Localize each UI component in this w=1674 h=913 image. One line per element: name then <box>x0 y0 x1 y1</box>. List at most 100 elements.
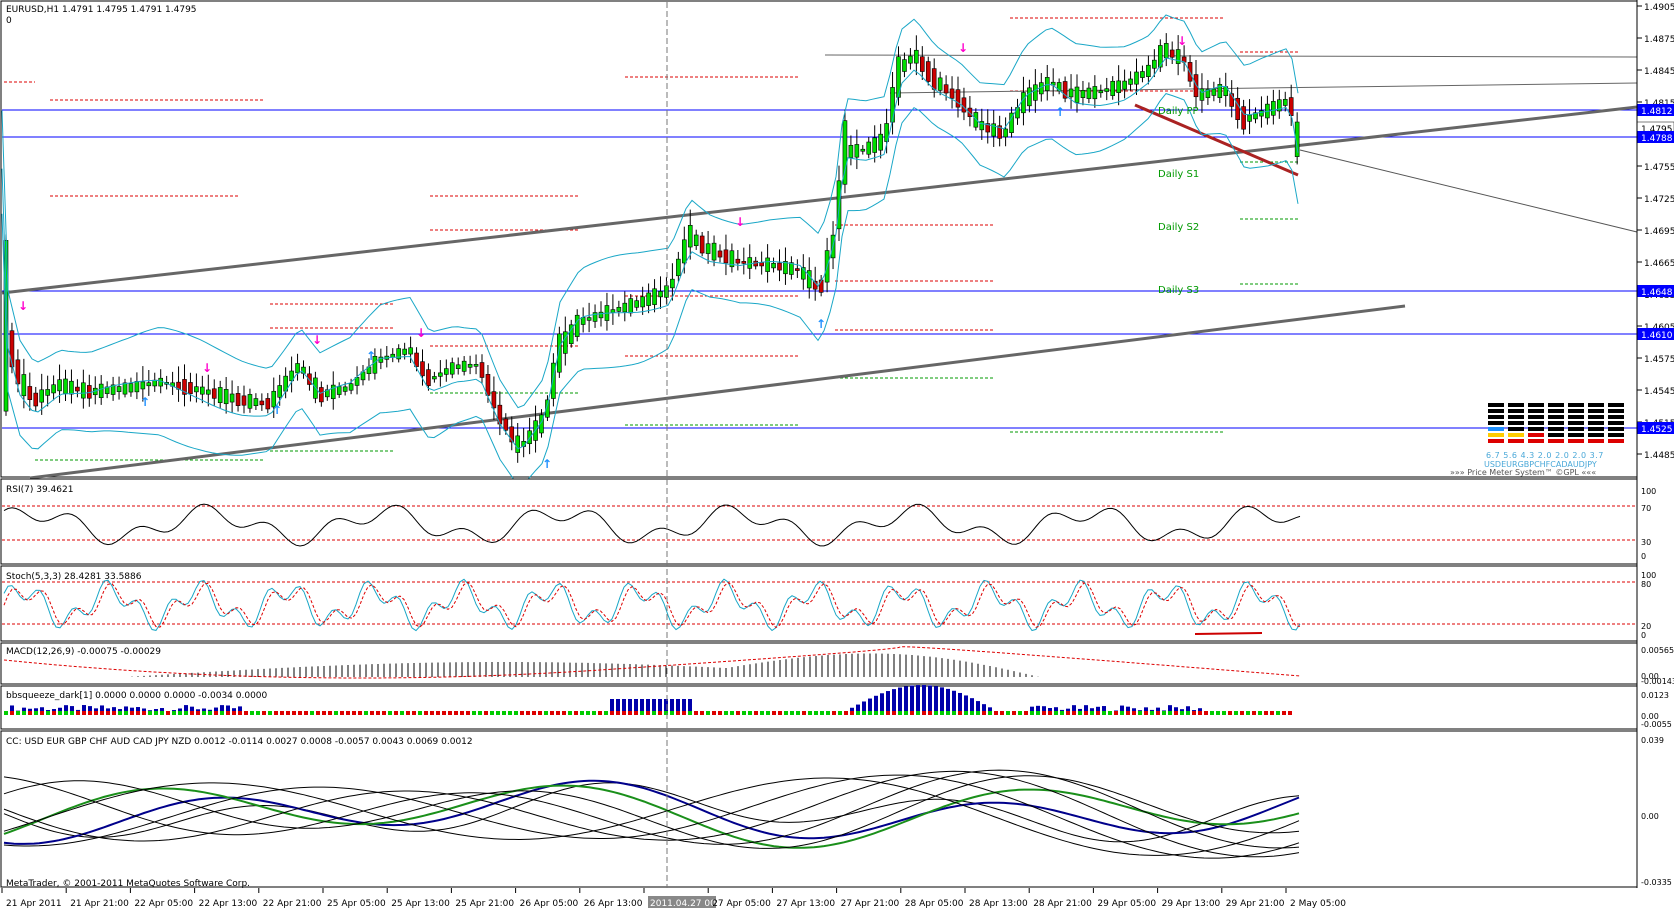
squeeze-dot <box>466 711 470 715</box>
meter-bar <box>1608 427 1624 431</box>
squeeze-dot <box>76 711 80 715</box>
squeeze-bar <box>850 708 854 711</box>
squeeze-dot <box>400 711 404 715</box>
squeeze-bar <box>1168 705 1172 711</box>
candle-body <box>623 303 627 312</box>
squeeze-dot <box>832 711 836 715</box>
sell-arrow-icon: ↓ <box>735 215 745 229</box>
panel-tick-label: 100 <box>1641 487 1656 496</box>
squeeze-dot <box>280 711 284 715</box>
candle-body <box>355 377 359 385</box>
squeeze-dot <box>562 711 566 715</box>
squeeze-dot <box>1066 711 1070 715</box>
candle-body <box>516 436 520 453</box>
rsi-panel[interactable]: RSI(7) 39.4621 <box>1 479 1637 564</box>
squeeze-bar <box>652 699 656 711</box>
squeeze-dot <box>604 711 608 715</box>
candle-body <box>64 379 68 394</box>
candle-body <box>409 348 413 354</box>
squeeze-dot <box>106 711 110 715</box>
squeeze-dot <box>694 711 698 715</box>
price-marker-label: 1.4648 <box>1641 288 1673 298</box>
time-label: 27 Apr 05:00 <box>712 899 771 909</box>
candle-body <box>1271 101 1275 115</box>
candle-body <box>462 361 466 371</box>
meter-bar <box>1528 403 1544 407</box>
squeeze-bar <box>928 685 932 711</box>
squeeze-bar <box>916 685 920 711</box>
candle-body <box>403 349 407 354</box>
candle-body <box>980 121 984 129</box>
squeeze-dot <box>382 711 386 715</box>
squeeze-dot <box>826 711 830 715</box>
candle-body <box>575 315 579 336</box>
squeeze-dot <box>946 711 950 715</box>
stoch-panel[interactable]: Stoch(5,3,3) 28.4281 33.5886 <box>1 566 1637 641</box>
buy-arrow-icon: ↑ <box>366 349 376 363</box>
candle-body <box>200 387 204 394</box>
squeeze-dot <box>214 711 218 715</box>
squeeze-bar <box>670 699 674 711</box>
cc-panel[interactable]: CC: USD EUR GBP CHF AUD CAD JPY NZD 0.00… <box>1 731 1637 889</box>
squeeze-dot <box>322 711 326 715</box>
squeeze-dot <box>628 711 632 715</box>
meter-bar <box>1488 415 1504 419</box>
squeeze-dot <box>1048 711 1052 715</box>
main-panel[interactable]: EURUSD,H1 1.4791 1.4795 1.4791 1.4795 0 … <box>1 1 1674 486</box>
squeeze-dot <box>244 711 248 715</box>
squeeze-bar <box>28 709 32 711</box>
squeeze-dot <box>928 711 932 715</box>
squeeze-dot <box>196 711 200 715</box>
candle-body <box>307 374 311 385</box>
price-marker-label: 1.4610 <box>1641 331 1673 341</box>
panel-tick-label: 70 <box>1641 504 1651 513</box>
squeeze-bar <box>904 686 908 711</box>
squeeze-dot <box>676 711 680 715</box>
squeeze-dot <box>1150 711 1154 715</box>
candle-body <box>1146 65 1150 76</box>
squeeze-dot <box>478 711 482 715</box>
meter-bar <box>1608 439 1624 443</box>
meter-bar <box>1568 421 1584 425</box>
squeeze-bar <box>94 708 98 711</box>
macd-panel[interactable]: MACD(12,26,9) -0.00075 -0.00029 <box>1 643 1637 684</box>
squeeze-dot <box>1096 711 1100 715</box>
squeeze-bar <box>1198 708 1202 711</box>
candle-body <box>891 87 895 122</box>
squeeze-dot <box>1084 711 1088 715</box>
squeeze-dot <box>880 711 884 715</box>
candle-body <box>1259 111 1263 116</box>
time-label: 21 Apr 21:00 <box>70 899 129 909</box>
squeeze-bar <box>22 708 26 711</box>
squeeze-dot <box>1240 711 1244 715</box>
squeeze-dot <box>334 711 338 715</box>
squeeze-dot <box>10 711 14 715</box>
squeeze-dot <box>202 711 206 715</box>
bbsqueeze-panel[interactable]: bbsqueeze_dark[1] 0.0000 0.0000 0.0000 -… <box>1 685 1637 729</box>
squeeze-dot <box>502 711 506 715</box>
squeeze-dot <box>1114 711 1118 715</box>
candle-body <box>81 383 85 398</box>
price-tick-label: 1.4485 <box>1644 451 1674 461</box>
squeeze-dot <box>970 711 974 715</box>
candle-body <box>480 363 484 378</box>
meter-bar <box>1588 409 1604 413</box>
squeeze-bar <box>124 706 128 711</box>
squeeze-dot <box>118 711 122 715</box>
squeeze-dot <box>1288 711 1292 715</box>
squeeze-dot <box>226 711 230 715</box>
symbol-label: EURUSD,H1 1.4791 1.4795 1.4791 1.4795 <box>6 5 197 15</box>
squeeze-dot <box>1174 711 1178 715</box>
squeeze-dot <box>784 711 788 715</box>
candle-body <box>849 145 853 157</box>
candle-body <box>1135 72 1139 84</box>
squeeze-dot <box>514 711 518 715</box>
squeeze-bar <box>988 707 992 711</box>
time-label: 25 Apr 21:00 <box>455 899 514 909</box>
squeeze-bar <box>976 701 980 711</box>
squeeze-dot <box>448 711 452 715</box>
time-label: 29 Apr 13:00 <box>1162 899 1221 909</box>
time-label: 28 Apr 05:00 <box>905 899 964 909</box>
